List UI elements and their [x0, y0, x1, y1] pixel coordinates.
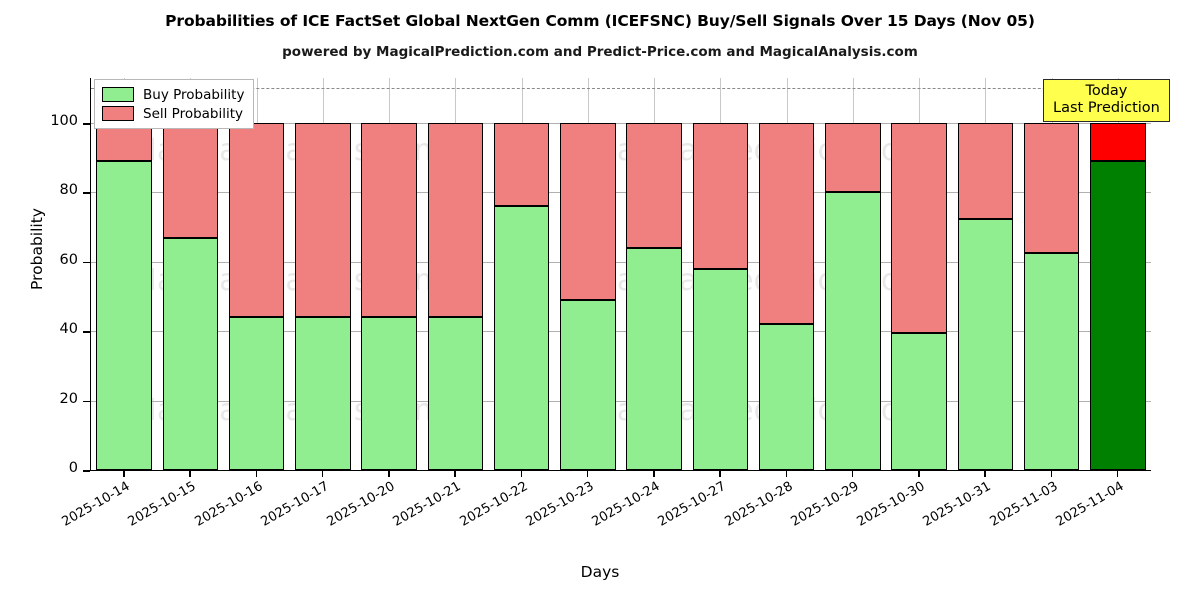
y-axis-tick-label: 0	[68, 460, 78, 476]
bar-group[interactable]	[692, 123, 749, 470]
bar-segment-buy[interactable]	[96, 161, 152, 470]
bar-group[interactable]	[957, 123, 1014, 470]
bar-group[interactable]	[228, 123, 285, 470]
x-axis-tick	[984, 470, 986, 477]
y-axis-tick	[83, 192, 90, 194]
y-axis-tick	[83, 331, 90, 333]
x-axis-tick	[785, 470, 788, 477]
reference-dashed-line	[91, 88, 1151, 90]
bar-segment-sell[interactable]	[493, 123, 550, 207]
legend-swatch-sell	[102, 106, 134, 121]
legend-swatch-buy	[102, 87, 134, 102]
bar-segment-sell[interactable]	[825, 123, 881, 193]
chart-title: Probabilities of ICE FactSet Global Next…	[165, 12, 1035, 30]
bar-group[interactable]	[493, 123, 550, 470]
gridline-horizontal	[91, 331, 1151, 333]
bar-segment-sell[interactable]	[228, 123, 285, 318]
bar-group[interactable]	[1023, 123, 1080, 470]
x-axis-tick	[189, 470, 191, 477]
bar-segment-buy[interactable]	[692, 268, 749, 470]
x-axis-tick	[520, 470, 523, 477]
y-axis-label: Probability	[28, 208, 46, 290]
x-axis-tick	[321, 470, 324, 477]
x-axis-tick	[1116, 470, 1119, 477]
chart-subtitle: powered by MagicalPrediction.com and Pre…	[282, 44, 918, 60]
x-axis-tick	[586, 470, 589, 477]
x-axis-tick	[918, 470, 920, 477]
bar-segment-sell[interactable]	[96, 123, 152, 162]
legend-item-buy: Buy Probability	[102, 85, 244, 104]
bar-group[interactable]	[626, 123, 682, 470]
bar-segment-sell[interactable]	[1023, 123, 1080, 254]
bar-group[interactable]	[361, 123, 417, 470]
y-axis-tick-label: 80	[59, 182, 78, 199]
bar-segment-sell[interactable]	[162, 123, 219, 238]
chart-legend: Buy Probability Sell Probability	[94, 79, 255, 129]
plot-inner: MagicalAnalysis.comMagicalPrediction.com…	[91, 78, 1151, 470]
bar-segment-sell[interactable]	[1090, 123, 1146, 162]
bar-segment-buy[interactable]	[361, 317, 417, 470]
today-annotation-line1: Today	[1085, 83, 1128, 99]
plot-area: MagicalAnalysis.comMagicalPrediction.com…	[90, 78, 1151, 471]
bar-segment-sell[interactable]	[758, 123, 815, 325]
x-axis-tick	[123, 470, 125, 477]
bar-segment-buy[interactable]	[493, 206, 550, 470]
bar-segment-buy[interactable]	[295, 317, 351, 470]
y-axis-tick	[83, 400, 90, 403]
bar-segment-sell[interactable]	[361, 123, 417, 318]
bar-group[interactable]	[96, 123, 152, 470]
bar-group[interactable]	[758, 123, 815, 470]
gridline-horizontal	[91, 400, 1151, 402]
bar-group[interactable]	[1090, 123, 1146, 470]
x-axis-tick	[454, 470, 456, 477]
bar-segment-sell[interactable]	[957, 123, 1014, 219]
bar-segment-sell[interactable]	[560, 123, 616, 301]
bar-segment-buy[interactable]	[427, 317, 484, 470]
today-annotation: Today Last Prediction	[1043, 79, 1170, 123]
bar-segment-buy[interactable]	[1023, 253, 1080, 470]
legend-label-sell: Sell Probability	[143, 105, 244, 122]
bar-group[interactable]	[560, 123, 616, 470]
bar-segment-buy[interactable]	[162, 237, 219, 470]
legend-item-sell: Sell Probability	[102, 104, 244, 123]
bar-segment-buy[interactable]	[626, 247, 682, 470]
bar-segment-sell[interactable]	[692, 123, 749, 269]
bar-group[interactable]	[295, 123, 351, 470]
x-axis-tick	[1050, 470, 1053, 477]
bar-segment-buy[interactable]	[957, 218, 1014, 470]
gridline-horizontal	[91, 123, 1151, 125]
today-annotation-line2: Last Prediction	[1053, 100, 1160, 117]
x-axis-tick	[255, 470, 258, 477]
y-axis-tick-label: 20	[59, 390, 78, 407]
bar-segment-buy[interactable]	[560, 300, 616, 470]
y-axis-tick	[83, 123, 90, 125]
bar-segment-sell[interactable]	[891, 123, 947, 333]
bar-segment-buy[interactable]	[228, 317, 285, 470]
x-axis-tick	[388, 470, 390, 477]
y-axis-tick	[83, 261, 90, 264]
x-axis-tick	[653, 470, 655, 477]
gridline-horizontal	[91, 192, 1151, 194]
y-axis-tick-label: 100	[50, 113, 78, 130]
bar-group[interactable]	[825, 123, 881, 470]
bar-segment-buy[interactable]	[891, 332, 947, 470]
bar-segment-buy[interactable]	[1090, 161, 1146, 470]
bar-segment-sell[interactable]	[427, 123, 484, 318]
bar-segment-sell[interactable]	[626, 123, 682, 248]
bar-group[interactable]	[162, 123, 219, 470]
y-axis-tick	[83, 470, 90, 472]
legend-label-buy: Buy Probability	[143, 86, 245, 103]
gridline-horizontal	[91, 261, 1151, 263]
y-axis-tick-label: 60	[59, 251, 78, 268]
x-axis-label: Days	[580, 563, 620, 581]
y-axis-tick-label: 40	[59, 321, 78, 338]
bar-segment-sell[interactable]	[295, 123, 351, 318]
bar-group[interactable]	[427, 123, 484, 470]
bar-group[interactable]	[891, 123, 947, 470]
bar-segment-buy[interactable]	[825, 192, 881, 470]
x-axis-tick	[719, 470, 721, 477]
bar-segment-buy[interactable]	[758, 324, 815, 470]
x-axis-tick	[851, 470, 854, 477]
